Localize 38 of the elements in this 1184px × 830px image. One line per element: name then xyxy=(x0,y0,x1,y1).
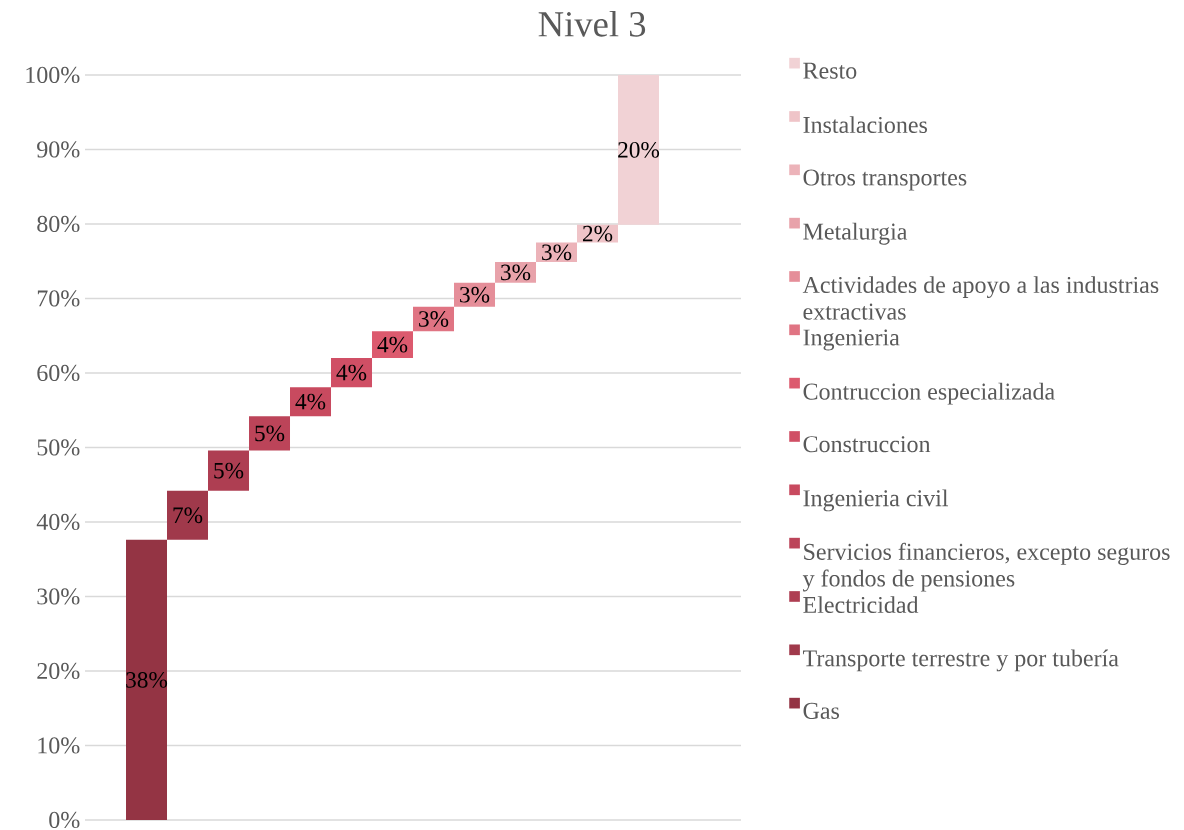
y-tick-label: 90% xyxy=(37,141,80,158)
legend-label: Ingenieria civil xyxy=(803,489,949,512)
data-label: 3% xyxy=(501,264,531,281)
legend-label: Otros transportes xyxy=(803,169,967,191)
data-label: 4% xyxy=(336,364,367,381)
data-label: 38% xyxy=(126,672,168,688)
legend-label: Instalaciones xyxy=(803,116,927,134)
data-label: 4% xyxy=(377,336,408,353)
y-tick-label: 20% xyxy=(37,662,80,680)
data-label: 7% xyxy=(173,507,203,524)
y-tick-label: 50% xyxy=(37,439,80,456)
y-tick-label: 60% xyxy=(37,364,80,382)
legend-label: Metalurgia xyxy=(803,222,908,245)
data-label: 20% xyxy=(618,141,660,158)
legend-label: Servicios financieros, excepto seguros y fondos de pensiones xyxy=(802,542,1170,592)
legend-label: Actividades de apoyo a las industrias extractivas xyxy=(802,276,1159,320)
legend-label: Transporte terrestre y por tubería xyxy=(803,649,1119,672)
y-tick-label: 70% xyxy=(37,290,80,307)
data-label: 5% xyxy=(255,425,285,442)
y-tick-label: 10% xyxy=(38,737,80,754)
y-tick-label: 30% xyxy=(37,588,80,605)
data-label: 5% xyxy=(214,462,244,479)
y-tick-label: 80% xyxy=(37,215,80,233)
legend-label: Electricidad xyxy=(803,596,919,614)
y-tick-label: 40% xyxy=(36,513,80,531)
data-label: 3% xyxy=(460,286,490,303)
y-tick-label: 100% xyxy=(26,66,80,84)
data-label: 2% xyxy=(582,225,613,242)
data-label: 4% xyxy=(295,393,326,410)
legend-label: Resto xyxy=(803,62,857,79)
legend-label: Contruccion especializada xyxy=(803,382,1055,405)
data-label: 3% xyxy=(419,311,449,327)
chart-title: Nivel 3 xyxy=(538,10,646,37)
legend-label: Construccion xyxy=(803,436,931,453)
data-label: 3% xyxy=(542,244,572,261)
legend-label: Gas xyxy=(803,702,840,719)
y-tick-label: 0% xyxy=(49,811,80,829)
legend-label: Ingenieria xyxy=(803,329,900,351)
